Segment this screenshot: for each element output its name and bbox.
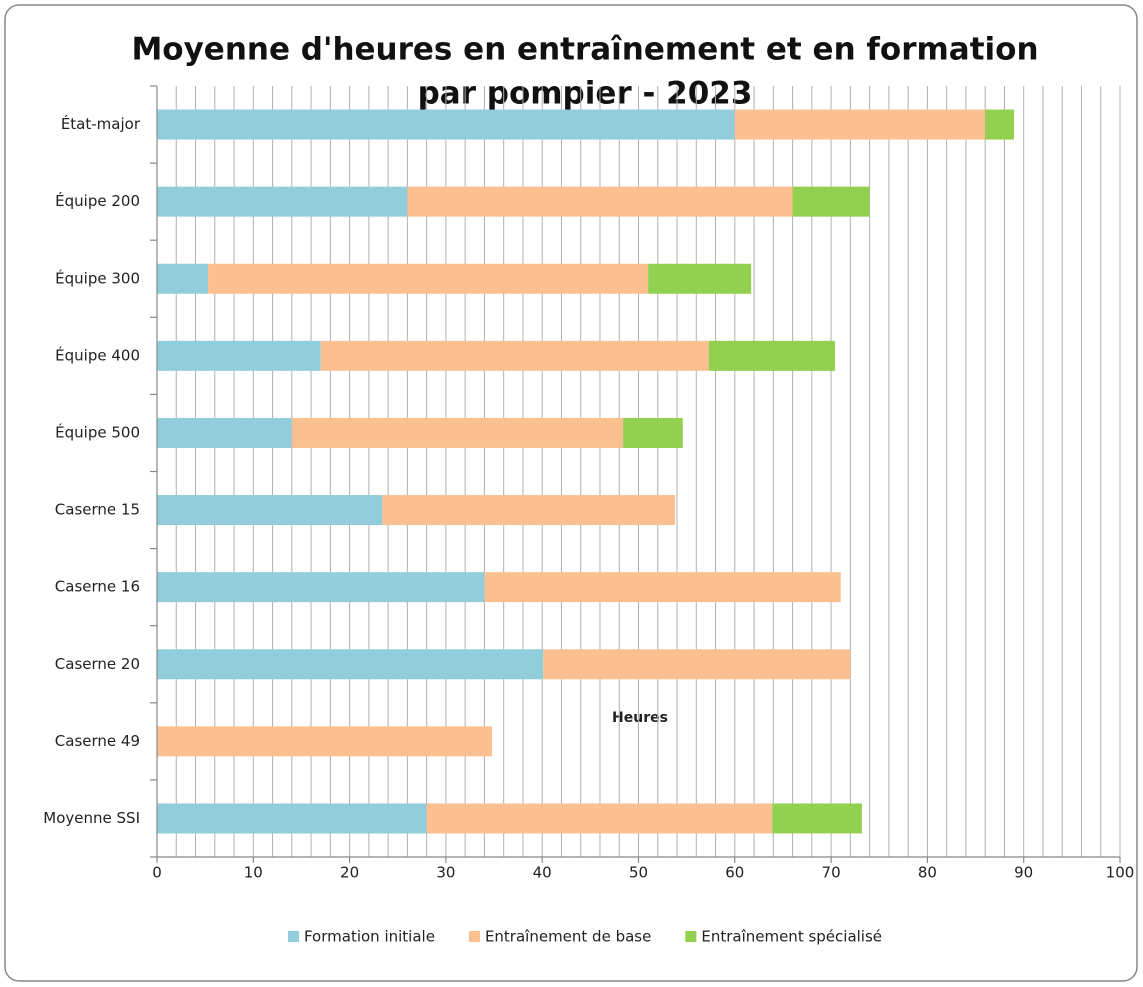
bar-segment	[623, 417, 683, 448]
bar-segment	[484, 572, 841, 603]
bar-segment	[426, 803, 773, 834]
bar-segment	[291, 417, 624, 448]
legend-label: Formation initiale	[304, 928, 435, 946]
bar-segment	[157, 649, 544, 680]
chart-frame	[4, 4, 1138, 982]
legend-swatch	[685, 931, 697, 942]
chart-title: Moyenne d'heures en entraînement et en f…	[131, 32, 1038, 68]
chart-title: par pompier - 2023	[418, 76, 753, 112]
bar-segment	[157, 186, 408, 217]
bar-segment	[708, 340, 835, 371]
bar-segment	[320, 340, 709, 371]
y-tick-label: Équipe 300	[55, 268, 140, 287]
x-tick-label: 60	[725, 864, 744, 882]
bar-segment	[382, 495, 676, 526]
bar-segment	[407, 186, 793, 217]
bar-segment	[648, 263, 752, 294]
legend-label: Entraînement de base	[485, 928, 651, 946]
x-tick-label: 70	[822, 864, 841, 882]
x-tick-label: 30	[436, 864, 455, 882]
y-tick-label: Équipe 200	[55, 191, 140, 210]
x-tick-label: 40	[533, 864, 552, 882]
legend-label: Entraînement spécialisé	[701, 928, 882, 946]
bar-segment	[208, 263, 649, 294]
y-tick-label: Caserne 16	[55, 578, 140, 596]
bar-segment	[985, 109, 1015, 140]
bar-segment	[157, 726, 493, 757]
bar-segment	[157, 572, 485, 603]
bar-segment	[157, 340, 321, 371]
x-tick-label: 10	[244, 864, 263, 882]
x-tick-label: 100	[1106, 864, 1135, 882]
legend-swatch	[287, 931, 299, 942]
bar-segment	[734, 109, 986, 140]
y-tick-label: Équipe 400	[55, 345, 140, 364]
y-tick-label: Caserne 20	[55, 655, 140, 673]
x-tick-label: 80	[918, 864, 937, 882]
bar-segment	[157, 495, 383, 526]
y-tick-label: Moyenne SSI	[43, 809, 140, 827]
bar-segment	[792, 186, 870, 217]
y-tick-label: Caserne 49	[55, 732, 140, 750]
bar-segment	[157, 263, 209, 294]
x-tick-label: 20	[340, 864, 359, 882]
bar-segment	[772, 803, 862, 834]
y-tick-label: Caserne 15	[55, 501, 140, 519]
bar-segment	[543, 649, 851, 680]
x-tick-label: 50	[629, 864, 648, 882]
bar-segment	[157, 109, 735, 140]
y-tick-label: État-major	[61, 114, 141, 133]
bar-segment	[157, 803, 427, 834]
x-axis-label: Heures	[612, 710, 668, 726]
bar-segment	[157, 417, 292, 448]
x-tick-label: 0	[152, 864, 162, 882]
y-tick-label: Équipe 500	[55, 422, 140, 441]
x-tick-label: 90	[1014, 864, 1033, 882]
legend-swatch	[468, 931, 480, 942]
